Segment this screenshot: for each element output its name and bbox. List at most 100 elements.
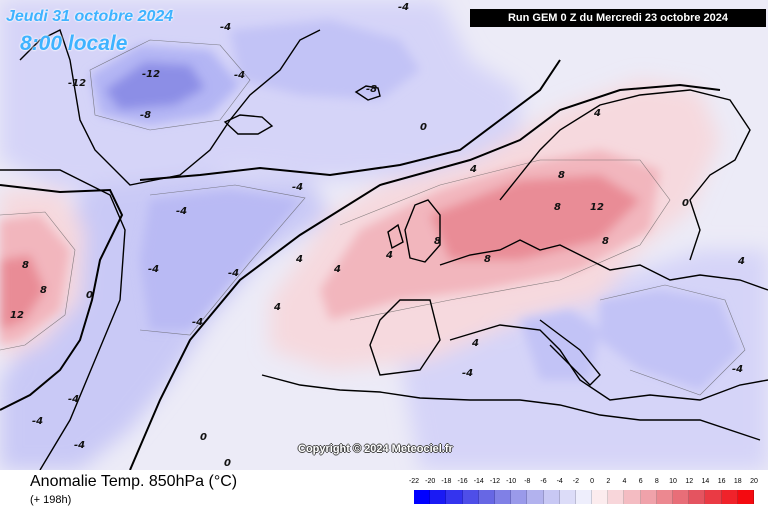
legend-swatch xyxy=(624,490,641,504)
copyright-notice: Copyright © 2024 Meteociel.fr xyxy=(298,443,453,455)
contour-line-b xyxy=(339,159,671,321)
field-label: 8 xyxy=(40,285,47,296)
field-label: 12 xyxy=(590,202,604,213)
legend-swatch xyxy=(721,490,738,504)
coastline-scandinavia xyxy=(499,89,751,261)
legend-swatch xyxy=(527,490,544,504)
warm-core-europe-deep xyxy=(430,175,640,260)
coastline-iberia-mediterranean xyxy=(369,299,768,401)
legend-swatch xyxy=(478,490,495,504)
field-label: -4 xyxy=(148,264,159,275)
field-label: -4 xyxy=(398,2,409,13)
legend-tick-label: 20 xyxy=(750,478,758,485)
legend-swatch xyxy=(446,490,463,504)
field-label: 4 xyxy=(469,164,477,175)
legend-tick-label: 10 xyxy=(669,478,677,485)
legend-swatch xyxy=(462,490,479,504)
parameter-title: Anomalie Temp. 850hPa (°C) xyxy=(30,473,238,490)
warm-core-west-deep xyxy=(0,255,45,330)
forecast-lead-time: (+ 198h) xyxy=(30,494,72,506)
field-label: -4 xyxy=(68,394,79,405)
coastline-italy xyxy=(539,319,601,386)
coastline-greenland xyxy=(19,29,321,186)
field-value-labels: -12 -12 -8 -8 -4 -4 -4 -4 -4 -4 -4 -4 -4… xyxy=(10,2,745,469)
coastline-europe xyxy=(439,239,768,291)
cold-core-balkans xyxy=(600,290,740,390)
forecast-local-time: 8:00 locale xyxy=(20,32,128,55)
contour-line-d xyxy=(599,284,746,396)
color-scale-legend: -22 -20 -18 -16 -14 -12 -10 -8 -6 -4 -2 0 2 4 6 8 10 12 14… xyxy=(409,478,758,508)
legend-tick-label: 0 xyxy=(590,478,595,485)
field-label: 8 xyxy=(22,260,29,271)
field-label: 4 xyxy=(737,256,745,267)
legend-tick-label: 12 xyxy=(685,478,694,485)
field-label: -4 xyxy=(234,70,245,81)
field-label: -4 xyxy=(192,317,203,328)
legend-swatch xyxy=(543,490,560,504)
legend-swatch xyxy=(737,490,754,504)
field-label: 0 xyxy=(200,432,207,443)
field-label: -4 xyxy=(228,268,239,279)
field-label: 0 xyxy=(682,198,689,209)
field-label: 8 xyxy=(484,254,491,265)
coastline-british-isles xyxy=(387,199,441,263)
legend-tick-label: -8 xyxy=(524,478,531,485)
legend-tick-label: 6 xyxy=(638,478,643,485)
field-label: -4 xyxy=(220,22,231,33)
legend-tick-label: -18 xyxy=(441,478,452,485)
legend-tick-label: -10 xyxy=(506,478,517,485)
field-label: -4 xyxy=(32,416,43,427)
temperature-anomaly-map: -12 -12 -8 -8 -4 -4 -4 -4 -4 -4 -4 -4 -4… xyxy=(0,0,768,470)
legend-tick-labels: -22 -20 -18 -16 -14 -12 -10 -8 -6 -4 -2 0 2 4 6 8 10 12 14… xyxy=(409,478,758,489)
cold-core-greenland-inner xyxy=(105,62,205,110)
field-label: 8 xyxy=(558,170,565,181)
legend-tick-label: 2 xyxy=(606,478,611,485)
legend-tick-label: -22 xyxy=(408,478,420,485)
field-label: -12 xyxy=(142,69,160,80)
legend-tick-label: 16 xyxy=(717,478,726,485)
legend-swatch xyxy=(673,490,690,504)
field-label: 4 xyxy=(385,250,393,261)
field-label: -4 xyxy=(292,182,303,193)
legend-swatch xyxy=(559,490,576,504)
legend-swatch xyxy=(430,490,447,504)
legend-tick-label: -2 xyxy=(572,478,580,485)
zero-isoline-north xyxy=(139,59,561,181)
field-label: -4 xyxy=(176,206,187,217)
legend-tick-label: -4 xyxy=(556,478,563,485)
coastline-svalbard xyxy=(354,85,381,101)
legend-tick-label: -20 xyxy=(425,478,436,485)
field-label: 8 xyxy=(434,236,441,247)
legend-tick-label: 18 xyxy=(733,478,742,485)
legend-tick-label: 4 xyxy=(622,478,627,485)
field-label: 8 xyxy=(554,202,561,213)
legend-swatch xyxy=(575,490,593,504)
cold-core-atlantic xyxy=(140,190,300,330)
legend-swatch xyxy=(608,490,625,504)
field-label: -12 xyxy=(68,78,86,89)
legend-tick-label: 14 xyxy=(701,478,710,485)
field-label: 0 xyxy=(224,458,231,469)
cold-anomaly-area-labrador xyxy=(0,0,50,90)
coastline-iceland xyxy=(223,114,274,135)
cold-core-north xyxy=(230,20,420,100)
field-label: 0 xyxy=(420,122,427,133)
zero-isoline-atlantic xyxy=(0,184,124,411)
contour-line-c xyxy=(0,211,76,351)
cold-core-italy xyxy=(520,310,600,380)
map-footer: Anomalie Temp. 850hPa (°C) (+ 198h) -22-… xyxy=(0,470,768,512)
legend-swatch xyxy=(511,490,528,504)
legend-tick-label: -14 xyxy=(473,478,484,485)
field-label: -4 xyxy=(74,440,85,451)
legend-swatch xyxy=(705,490,722,504)
field-label: -4 xyxy=(462,368,473,379)
legend-tick-label: -16 xyxy=(457,478,468,485)
field-label: 4 xyxy=(273,302,281,313)
legend-swatch xyxy=(494,490,512,504)
legend-color-bar xyxy=(414,490,754,504)
legend-swatch xyxy=(689,490,706,504)
field-label: 8 xyxy=(602,236,609,247)
field-label: 4 xyxy=(295,254,303,265)
field-label: -8 xyxy=(140,110,151,121)
